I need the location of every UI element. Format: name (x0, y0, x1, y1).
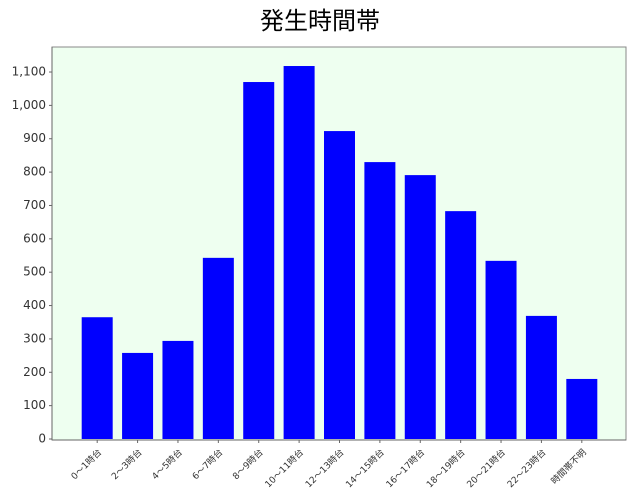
bar (202, 257, 234, 439)
bar (404, 175, 436, 439)
x-tick-label: 2～3時台 (109, 446, 145, 482)
bar (364, 162, 396, 439)
x-tick-label: 0～1時台 (68, 446, 104, 482)
x-tick-label: 20～21時台 (464, 446, 508, 490)
x-tick-label: 4～5時台 (149, 446, 185, 482)
bar (243, 82, 275, 439)
bar (445, 211, 477, 439)
bar (566, 378, 598, 439)
bar (162, 340, 194, 439)
y-tick-label: 800 (23, 165, 46, 179)
y-tick-label: 400 (23, 298, 46, 312)
chart-title: 発生時間帯 (260, 7, 380, 35)
y-tick-label: 900 (23, 131, 46, 145)
y-tick-label: 200 (23, 365, 46, 379)
x-tick-label: 16～17時台 (383, 446, 427, 490)
x-tick-label: 6～7時台 (190, 446, 226, 482)
bar (81, 317, 113, 439)
bar (324, 131, 355, 440)
bar (122, 352, 154, 439)
y-tick-label: 300 (23, 331, 46, 345)
y-tick-label: 1,100 (12, 65, 46, 79)
y-tick-label: 0 (38, 432, 46, 446)
y-tick-label: 100 (23, 398, 46, 412)
x-tick-label: 時間帯不明 (548, 446, 588, 486)
y-tick-label: 600 (23, 231, 46, 245)
y-tick-label: 700 (23, 198, 46, 212)
bar (283, 66, 315, 439)
x-tick-label: 12～13時台 (303, 446, 347, 490)
x-tick-label: 10～11時台 (262, 446, 306, 490)
x-tick-label: 22～23時台 (505, 446, 549, 490)
bar (525, 315, 557, 439)
x-tick-label: 8～9時台 (230, 446, 266, 482)
x-tick-label: 14～15時台 (343, 446, 387, 490)
bar (485, 260, 517, 439)
x-tick-label: 18～19時台 (424, 446, 468, 490)
y-tick-label: 1,000 (12, 98, 46, 112)
y-tick-label: 500 (23, 265, 46, 279)
